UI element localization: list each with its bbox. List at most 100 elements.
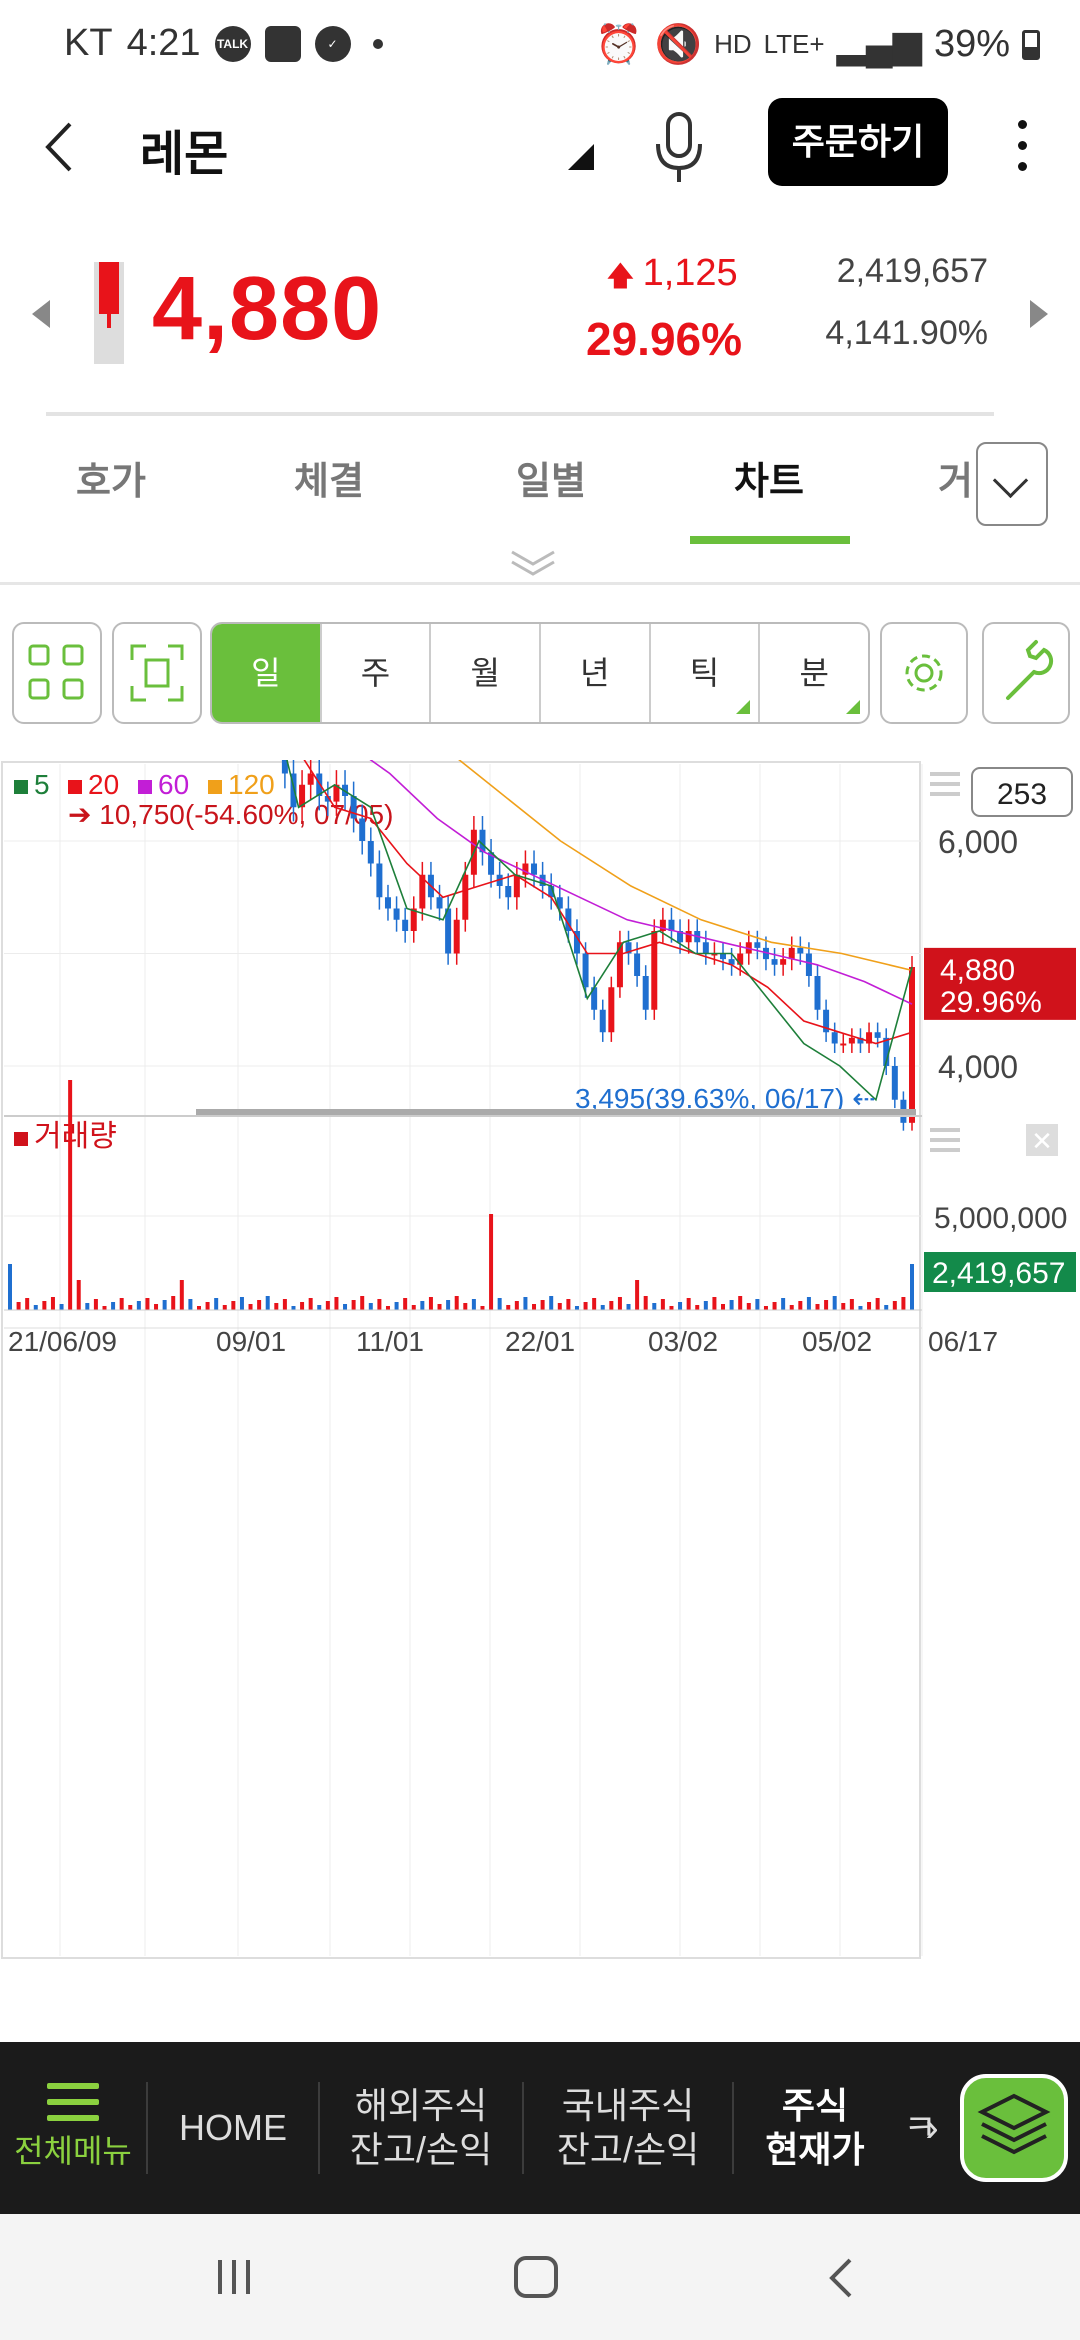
next-stock-arrow-icon[interactable]: [1030, 300, 1048, 328]
candle-body: [823, 1009, 830, 1033]
candle-body: [728, 959, 735, 965]
nav-scroll-right-icon[interactable]: ›: [925, 2106, 939, 2150]
volume-bar: [308, 1298, 313, 1310]
nav-overseas-balance[interactable]: 해외주식 잔고/손익: [320, 2042, 522, 2214]
candle-body: [402, 919, 409, 931]
volume-bar: [420, 1301, 425, 1310]
battery-label: 39%: [933, 23, 1010, 65]
volume-bar: [841, 1303, 846, 1310]
tab-partial[interactable]: 거: [938, 461, 973, 503]
carrier-label: KT: [64, 22, 113, 64]
microphone-icon[interactable]: [652, 110, 706, 184]
volume-bar: [755, 1299, 760, 1310]
volume-bar: [738, 1296, 743, 1310]
more-options-icon[interactable]: [1010, 112, 1034, 184]
volume-bar: [162, 1300, 167, 1310]
home-icon[interactable]: [512, 2254, 560, 2300]
candle-body: [290, 773, 297, 808]
nav-domestic-line2: 잔고/손익: [556, 2129, 700, 2170]
date-axis-tick: 21/06/09: [8, 1326, 117, 1357]
tab-hoga[interactable]: 호가: [76, 461, 146, 503]
current-price: 4,880: [152, 259, 383, 359]
order-button[interactable]: 주문하기: [768, 98, 948, 186]
nav-domestic-balance[interactable]: 국내주식 잔고/손익: [524, 2042, 732, 2214]
battery-icon: [1022, 29, 1040, 60]
period-tick-button[interactable]: 틱: [651, 624, 761, 722]
layout-grid-button[interactable]: [12, 622, 102, 724]
nav-overseas-line1: 해외주식: [354, 2085, 488, 2126]
period-day-button[interactable]: 일: [212, 624, 322, 722]
collapse-chevron-icon[interactable]: [508, 548, 558, 578]
volume-bar: [8, 1264, 12, 1310]
candle-body: [788, 947, 795, 960]
volume-bar: [411, 1305, 416, 1310]
volume-bar: [703, 1301, 708, 1310]
status-left: KT 4:21 TALK ✓: [64, 22, 383, 65]
legend-swatch: [14, 780, 28, 794]
chart-settings-button[interactable]: [880, 622, 968, 724]
nav-current-line1: 주식: [781, 2085, 849, 2126]
nav-stock-price[interactable]: 주식 현재가: [734, 2042, 896, 2214]
tab-chart[interactable]: 차트: [734, 461, 804, 503]
legend-label: 120: [228, 769, 275, 800]
price-chart[interactable]: 10,0009,0008,0007,0006,0004,00052060120➔…: [0, 760, 1080, 2024]
price-axis-tick: 4,000: [938, 1049, 1018, 1085]
volume-bar: [282, 1299, 287, 1310]
layers-icon: [977, 2093, 1051, 2155]
volume-panel-menu-icon: [930, 1128, 960, 1132]
wrench-icon: [1006, 640, 1054, 700]
alarm-icon: ⏰: [595, 23, 643, 66]
tab-expand-button[interactable]: [976, 442, 1048, 526]
volume-bar: [274, 1303, 279, 1310]
volume-bar: [489, 1214, 494, 1310]
system-back-icon[interactable]: [826, 2256, 856, 2300]
stock-name[interactable]: 레몬: [140, 128, 229, 181]
section-divider: [0, 582, 1080, 585]
nav-partial-item[interactable]: ㅋ: [903, 2107, 937, 2148]
candle-body: [393, 908, 400, 920]
volume-bar: [136, 1301, 141, 1310]
price-change-percent: 29.96%: [586, 313, 743, 365]
period-week-button[interactable]: 주: [322, 624, 432, 722]
candle-body: [651, 931, 658, 1010]
volume-bar: [42, 1301, 47, 1310]
candle-body: [608, 987, 615, 1033]
volume-bar: [867, 1302, 872, 1310]
back-arrow-icon[interactable]: [40, 118, 80, 176]
volume-bar: [257, 1300, 262, 1310]
volume-bar: [128, 1305, 133, 1310]
recent-apps-icon[interactable]: [212, 2256, 256, 2298]
status-bar: KT 4:21 TALK ✓ ⏰ 🔇 HD LTE+ ▂▄▆ 39%: [0, 0, 1080, 92]
daily-candle-indicator: [94, 262, 124, 364]
volume-bar: [471, 1299, 476, 1310]
candle-body: [840, 1043, 847, 1046]
volume-bar: [196, 1306, 201, 1310]
nav-full-menu[interactable]: 전체메뉴: [0, 2042, 146, 2214]
chart-tools-button[interactable]: [982, 622, 1070, 724]
tab-daily[interactable]: 일별: [516, 461, 586, 503]
layers-button[interactable]: [960, 2074, 1068, 2182]
volume-bar: [763, 1306, 768, 1310]
stock-dropdown-icon[interactable]: [568, 144, 594, 170]
volume-bar: [248, 1304, 253, 1310]
prev-stock-arrow-icon[interactable]: [32, 300, 50, 328]
candle-body: [582, 953, 589, 988]
candle-body: [445, 908, 452, 954]
hd-icon: HD: [714, 29, 752, 59]
candle-body: [531, 863, 538, 875]
fullscreen-button[interactable]: [112, 622, 202, 724]
period-year-button[interactable]: 년: [541, 624, 651, 722]
period-month-button[interactable]: 월: [431, 624, 542, 722]
trading-volume: 2,419,657: [836, 252, 988, 290]
volume-bar: [806, 1297, 811, 1310]
candle-body: [771, 959, 778, 965]
volume-bar: [300, 1302, 305, 1310]
legend-label: 5: [34, 769, 50, 800]
candle-body: [762, 947, 769, 960]
high-price-annotation: ➔ 10,750(-54.60%, 07/05): [68, 799, 393, 830]
tab-trades[interactable]: 체결: [294, 461, 364, 503]
period-minute-button[interactable]: 분: [760, 624, 868, 722]
chart-canvas[interactable]: 10,0009,0008,0007,0006,0004,00052060120➔…: [0, 760, 1080, 2024]
nav-home[interactable]: HOME: [179, 2107, 287, 2148]
low-price-annotation: 3,495(39.63%, 06/17) ⇠: [575, 1083, 876, 1114]
